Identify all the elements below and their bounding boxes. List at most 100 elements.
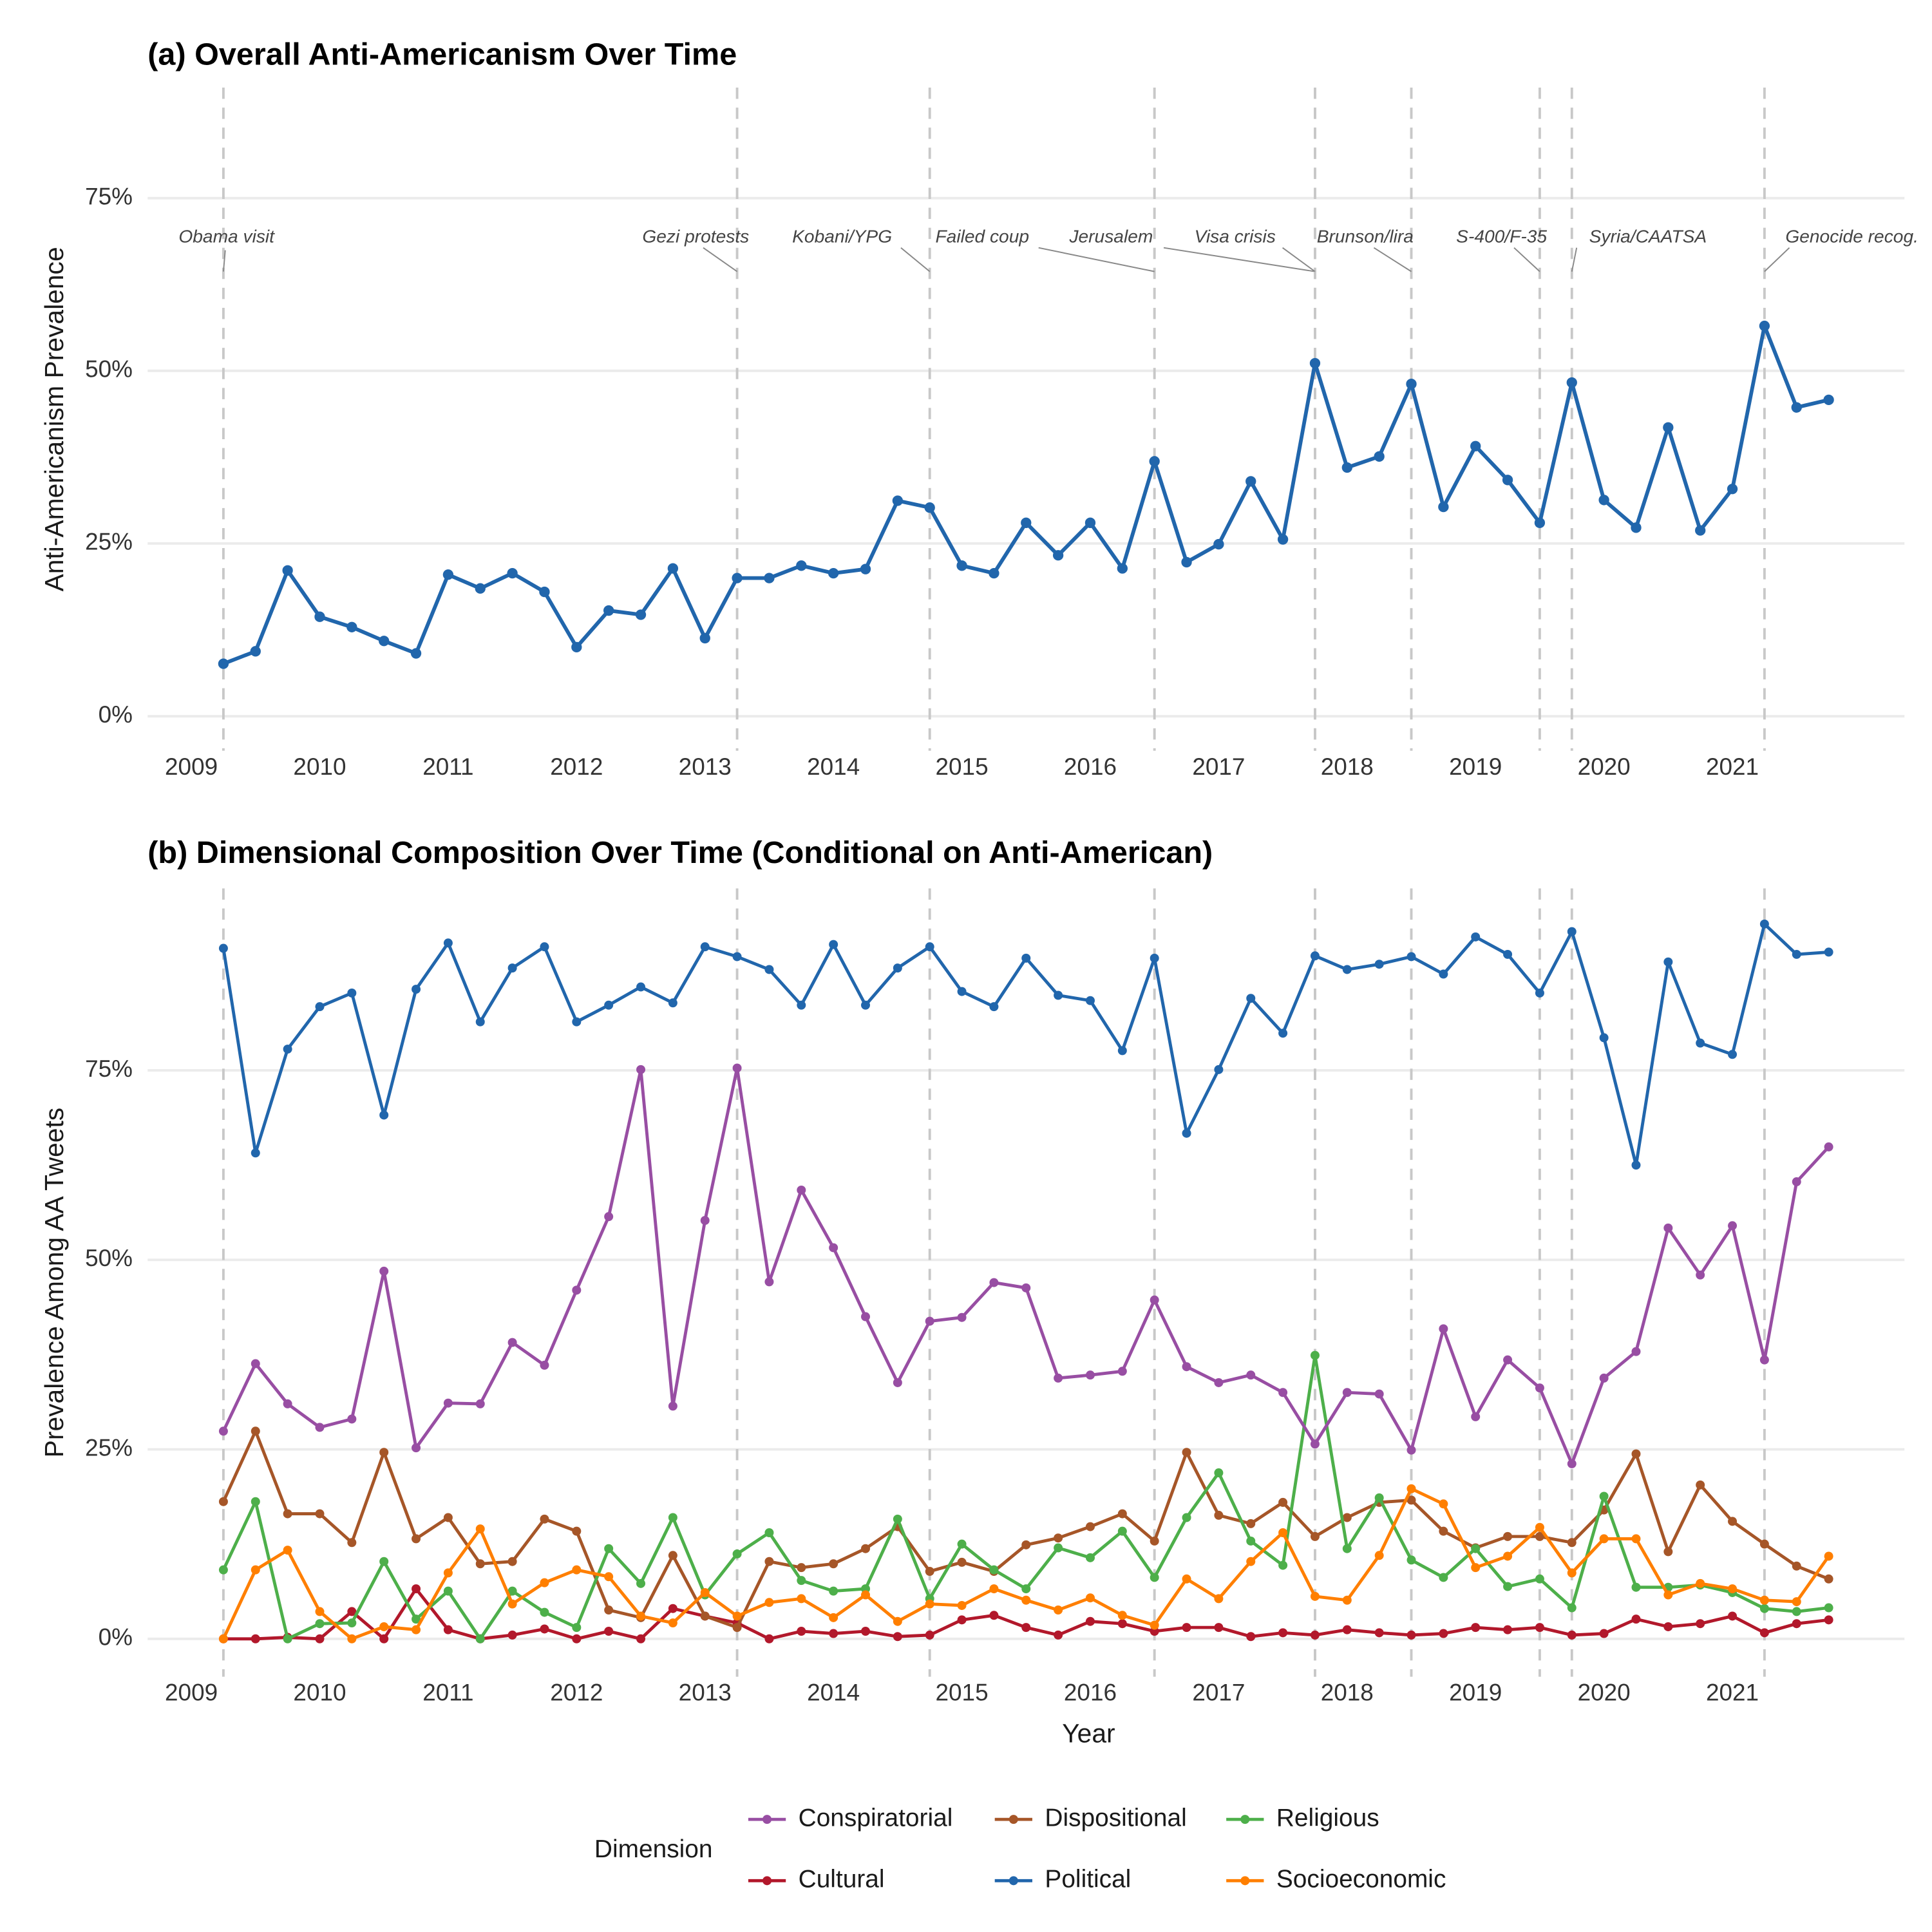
data-point	[1021, 517, 1032, 528]
data-point	[412, 1534, 421, 1544]
data-point	[797, 1627, 806, 1636]
data-point	[1470, 440, 1481, 451]
x-tick-label: 2017	[1192, 1680, 1245, 1706]
data-point	[347, 988, 357, 998]
data-point	[379, 1634, 389, 1643]
event-label: S-400/F-35	[1456, 226, 1547, 247]
data-point	[1663, 1622, 1673, 1631]
data-point	[218, 943, 228, 953]
data-point	[604, 1572, 614, 1582]
x-tick-label: 2018	[1321, 753, 1374, 780]
data-point	[1535, 1623, 1544, 1633]
data-point	[1117, 1611, 1127, 1620]
data-point	[989, 1584, 999, 1594]
data-point	[604, 1000, 614, 1010]
data-point	[1792, 1177, 1801, 1187]
event-label: Brunson/lira	[1317, 226, 1414, 247]
data-point	[1696, 1270, 1705, 1280]
data-point	[989, 1565, 999, 1575]
data-point	[1535, 1383, 1544, 1393]
data-point	[1117, 1046, 1127, 1056]
event-label: Kobani/YPG	[792, 226, 892, 247]
x-tick-label: 2009	[165, 1680, 218, 1706]
data-point	[732, 952, 742, 961]
data-point	[1406, 952, 1416, 961]
x-tick-label: 2015	[936, 1680, 989, 1706]
data-point	[379, 1557, 389, 1566]
data-point	[1502, 475, 1513, 486]
data-point	[1278, 1628, 1288, 1638]
data-point	[925, 942, 934, 952]
data-point	[1182, 1623, 1191, 1633]
x-tick-label: 2021	[1706, 1680, 1759, 1706]
data-point	[1182, 1128, 1191, 1138]
data-point	[892, 495, 904, 506]
data-point	[668, 1604, 677, 1613]
data-point	[1406, 1555, 1416, 1565]
data-point	[1503, 1531, 1513, 1541]
data-point	[1214, 1065, 1224, 1074]
x-tick-label: 2014	[807, 1680, 860, 1706]
data-point	[283, 1634, 292, 1643]
data-point	[636, 1611, 646, 1621]
data-point	[1503, 949, 1513, 959]
data-point	[442, 569, 454, 580]
data-point	[1085, 996, 1095, 1005]
data-point	[1824, 1615, 1833, 1625]
data-point	[700, 1587, 710, 1597]
data-point	[635, 609, 647, 620]
data-point	[1374, 1493, 1384, 1502]
data-point	[1214, 1510, 1224, 1520]
data-point	[1052, 550, 1064, 561]
data-point	[412, 1625, 421, 1634]
data-point	[1503, 1551, 1513, 1561]
event-connector	[1764, 247, 1790, 272]
data-point	[507, 1586, 517, 1596]
data-point	[1535, 1531, 1544, 1541]
data-point	[1278, 1028, 1288, 1038]
data-point	[1792, 1597, 1801, 1607]
data-point	[1278, 1560, 1288, 1570]
data-point	[732, 573, 743, 583]
data-point	[1310, 1439, 1320, 1449]
data-point	[829, 940, 838, 949]
event-connector	[1282, 247, 1316, 272]
data-point	[475, 1634, 485, 1643]
data-point	[1567, 1568, 1577, 1578]
data-point	[956, 560, 967, 571]
data-point	[893, 963, 902, 973]
data-point	[347, 1634, 357, 1643]
data-point	[700, 1216, 710, 1226]
data-point	[925, 1630, 934, 1640]
data-point	[1759, 919, 1769, 929]
data-point	[1599, 1534, 1609, 1544]
event-label: Syria/CAATSA	[1589, 226, 1707, 247]
data-point	[1278, 1528, 1288, 1537]
data-point	[668, 1618, 677, 1628]
data-point	[925, 1567, 934, 1577]
data-point	[283, 1509, 292, 1519]
x-tick-label: 2016	[1064, 1680, 1117, 1706]
data-point	[1374, 1628, 1384, 1638]
data-point	[1021, 1283, 1031, 1293]
data-point	[797, 1185, 806, 1195]
data-point	[1085, 1616, 1095, 1626]
data-point	[443, 1568, 453, 1578]
data-point	[1824, 1574, 1833, 1584]
data-point	[1631, 1160, 1641, 1170]
legend-label: Cultural	[799, 1866, 885, 1893]
event-label: Failed coup	[935, 226, 1029, 247]
data-point	[1085, 1522, 1095, 1531]
data-point	[1117, 563, 1128, 574]
data-point	[475, 1524, 485, 1534]
data-point	[1439, 1629, 1448, 1638]
data-point	[603, 605, 614, 616]
data-point	[1663, 1223, 1673, 1233]
data-point	[218, 1426, 228, 1436]
data-point	[314, 611, 325, 622]
data-point	[700, 942, 710, 952]
data-point	[540, 942, 549, 952]
data-point	[507, 963, 517, 973]
